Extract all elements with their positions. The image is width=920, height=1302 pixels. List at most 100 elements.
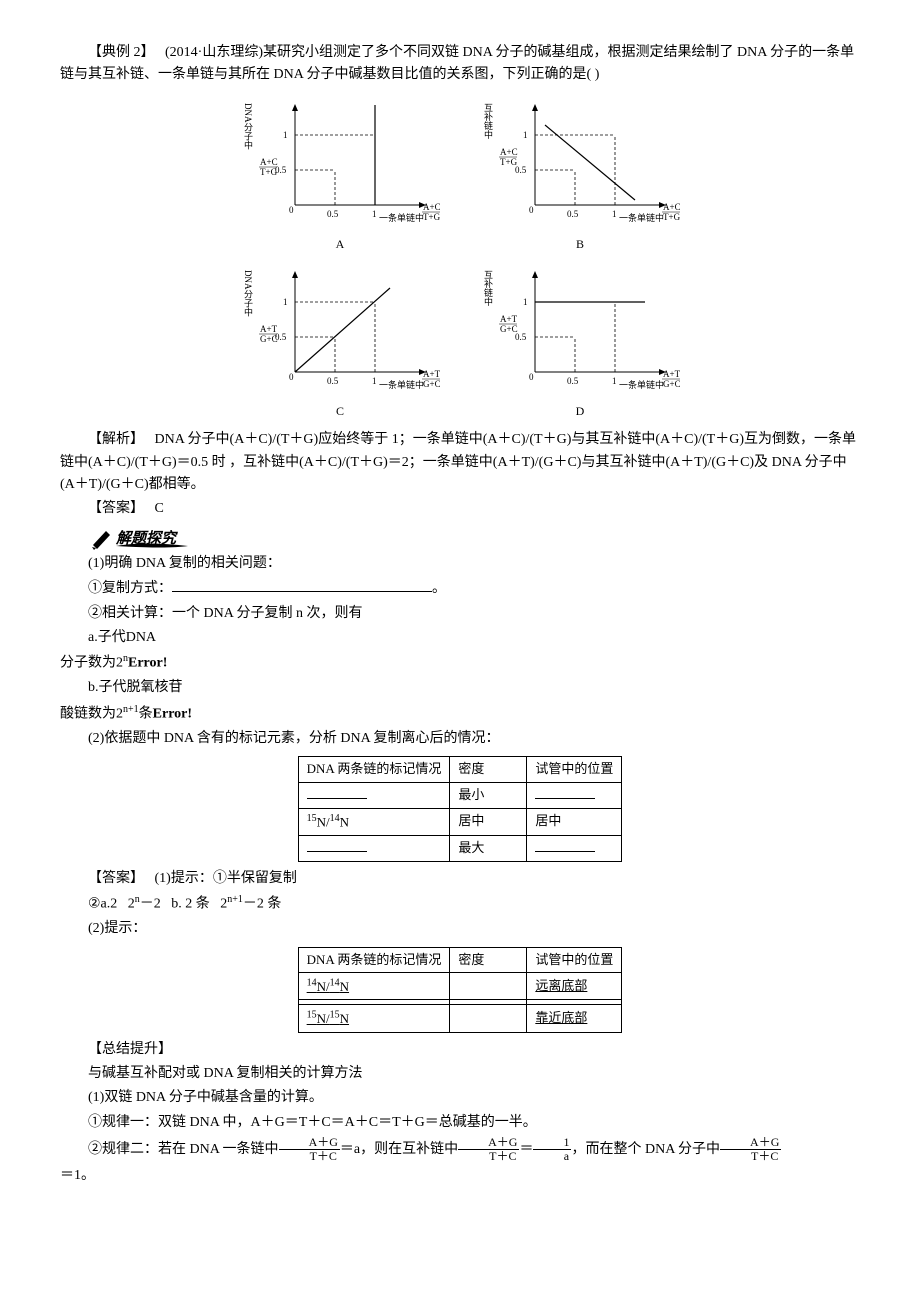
chart-b-letter: B xyxy=(480,235,680,254)
table-row: 最大 xyxy=(298,835,622,861)
svg-text:T+G: T+G xyxy=(663,212,680,222)
answer-value: C xyxy=(155,501,164,516)
svg-text:DNA分子中: DNA分子中 xyxy=(243,103,253,150)
svg-text:T+G: T+G xyxy=(423,212,440,222)
svg-text:A+T: A+T xyxy=(663,369,680,379)
t1-r2c1: 15N/14N xyxy=(298,808,450,835)
table-row: 15N/15N 靠近底部 xyxy=(298,1005,622,1032)
svg-text:0: 0 xyxy=(289,205,294,215)
svg-text:互补链中: 互补链中 xyxy=(483,270,493,307)
table-row: DNA 两条链的标记情况 密度 试管中的位置 xyxy=(298,757,622,783)
ans2-l2b: 2 xyxy=(128,897,135,912)
ans2-l2d-sup: n+1 xyxy=(227,894,243,905)
explore-l1: (1)明确 DNA 复制的相关问题： xyxy=(60,553,860,575)
svg-text:0: 0 xyxy=(289,372,294,382)
svg-text:A+T: A+T xyxy=(423,369,440,379)
svg-text:1: 1 xyxy=(283,297,288,307)
svg-text:1: 1 xyxy=(523,130,528,140)
question-text: (2014·山东理综)某研究小组测定了多个不同双链 DNA 分子的碱基组成，根据… xyxy=(60,45,854,82)
svg-text:A+C: A+C xyxy=(500,147,518,157)
svg-text:一条单链中: 一条单链中 xyxy=(619,379,664,390)
table-row: 15N/14N 居中 居中 xyxy=(298,808,622,835)
t2-h3: 试管中的位置 xyxy=(527,947,622,973)
s-l4-m2: ＝ xyxy=(519,1142,533,1157)
t1-h2: 密度 xyxy=(450,757,527,783)
explore-l2-text: ①复制方式： xyxy=(88,581,172,596)
t1-r3c3 xyxy=(527,835,622,861)
chart-row-2: 0 0.5 1 0.5 1 一条单链中 A+T G+C DNA分子中 A+T G… xyxy=(60,262,860,421)
svg-text:A+C: A+C xyxy=(423,202,440,212)
svg-text:一条单链中: 一条单链中 xyxy=(379,379,424,390)
t1-h3: 试管中的位置 xyxy=(527,757,622,783)
ans2-l2b-post: －2 xyxy=(140,897,161,912)
ans2-l2a: ②a.2 xyxy=(88,897,117,912)
explore-l6: (2)依据题中 DNA 含有的标记元素，分析 DNA 复制离心后的情况： xyxy=(60,728,860,750)
ans2-line3: (2)提示： xyxy=(60,918,860,940)
svg-text:一条单链中: 一条单链中 xyxy=(379,212,424,223)
frac-3: 1a xyxy=(533,1136,571,1163)
explore-l3: ②相关计算：一个 DNA 分子复制 n 次，则有 xyxy=(60,603,860,625)
l4b-err: Error! xyxy=(128,656,167,671)
summary-label: 【总结提升】 xyxy=(60,1039,860,1061)
explore-l4a: a.子代DNA xyxy=(60,627,860,649)
t1-h1: DNA 两条链的标记情况 xyxy=(298,757,450,783)
explore-l2-end: 。 xyxy=(432,581,446,596)
ans2-label: 【答案】 xyxy=(88,871,144,886)
chart-a-svg: 0 0.5 1 0.5 1 一条单链中 A+C T+G DNA分子中 A+C T… xyxy=(240,95,440,235)
question-stem: 【典例 2】 (2014·山东理综)某研究小组测定了多个不同双链 DNA 分子的… xyxy=(60,42,860,87)
analysis-text: DNA 分子中(A＋C)/(T＋G)应始终等于 1；一条单链中(A＋C)/(T＋… xyxy=(60,432,856,492)
example-label: 【典例 2】 xyxy=(88,45,155,60)
chart-d-svg: 0 0.5 1 0.5 1 一条单链中 A+T G+C 互补链中 A+T G+C xyxy=(480,262,680,402)
summary-l4-end: ＝1。 xyxy=(60,1165,860,1187)
summary-l1: 与碱基互补配对或 DNA 复制相关的计算方法 xyxy=(60,1063,860,1085)
table-row: 最小 xyxy=(298,782,622,808)
summary-l4: ②规律二：若在 DNA 一条链中A＋GT＋C＝a，则在互补链中A＋GT＋C＝1a… xyxy=(60,1136,860,1163)
table-row: 14N/14N 远离底部 xyxy=(298,973,622,1000)
svg-text:1: 1 xyxy=(523,297,528,307)
t1-r1c3 xyxy=(527,782,622,808)
chart-b: 0 0.5 1 0.5 1 一条单链中 A+C T+G 互补链中 A+C T+G… xyxy=(480,95,680,254)
explore-icon: 解题探究 xyxy=(88,523,198,551)
t1-r2c3: 居中 xyxy=(527,808,622,835)
svg-text:T+G: T+G xyxy=(260,167,278,177)
l5b-err: Error! xyxy=(153,706,192,721)
t1-r1c1 xyxy=(298,782,450,808)
svg-text:G+C: G+C xyxy=(423,379,440,389)
chart-b-svg: 0 0.5 1 0.5 1 一条单链中 A+C T+G 互补链中 A+C T+G xyxy=(480,95,680,235)
svg-text:1: 1 xyxy=(612,376,617,386)
chart-d-letter: D xyxy=(480,402,680,421)
svg-text:G+C: G+C xyxy=(663,379,680,389)
svg-text:0.5: 0.5 xyxy=(327,209,339,219)
chart-row-1: 0 0.5 1 0.5 1 一条单链中 A+C T+G DNA分子中 A+C T… xyxy=(60,95,860,254)
chart-c: 0 0.5 1 0.5 1 一条单链中 A+T G+C DNA分子中 A+T G… xyxy=(240,262,440,421)
table-2: DNA 两条链的标记情况 密度 试管中的位置 14N/14N 远离底部 15N/… xyxy=(298,947,623,1033)
blank-line xyxy=(172,577,432,592)
t2-r1c2 xyxy=(450,973,527,1000)
svg-text:0: 0 xyxy=(529,205,534,215)
t1-r3c1 xyxy=(298,835,450,861)
frac-1: A＋GT＋C xyxy=(279,1136,340,1163)
l4b-pre: 分子数为2 xyxy=(60,656,123,671)
explore-l5b: 酸链数为2n+1条Error! xyxy=(60,702,860,726)
ans2-l1: (1)提示：①半保留复制 xyxy=(155,871,297,886)
ans2-line2: ②a.2 2n－2 b. 2 条 2n+1－2 条 xyxy=(60,892,860,916)
summary-l3: ①规律一：双链 DNA 中，A＋G＝T＋C＝A＋C＝T＋G＝总碱基的一半。 xyxy=(60,1112,860,1134)
explore-l4b: 分子数为2nError! xyxy=(60,651,860,675)
l5b-pre: 酸链数为2 xyxy=(60,706,123,721)
analysis-label: 【解析】 xyxy=(88,432,144,447)
t2-r3c2 xyxy=(450,1005,527,1032)
ans2-line1: 【答案】 (1)提示：①半保留复制 xyxy=(60,868,860,890)
t1-r1c2: 最小 xyxy=(450,782,527,808)
summary-l2: (1)双链 DNA 分子中碱基含量的计算。 xyxy=(60,1087,860,1109)
frac-4: A＋GT＋C xyxy=(720,1136,781,1163)
svg-text:DNA分子中: DNA分子中 xyxy=(243,270,253,317)
answer-label: 【答案】 xyxy=(88,501,144,516)
chart-c-letter: C xyxy=(240,402,440,421)
chart-a-letter: A xyxy=(240,235,440,254)
t2-r3c1: 15N/15N xyxy=(298,1005,450,1032)
svg-text:A+C: A+C xyxy=(663,202,680,212)
t1-r3c2: 最大 xyxy=(450,835,527,861)
svg-text:1: 1 xyxy=(283,130,288,140)
svg-text:0: 0 xyxy=(529,372,534,382)
s-l4-pre: ②规律二：若在 DNA 一条链中 xyxy=(88,1142,279,1157)
